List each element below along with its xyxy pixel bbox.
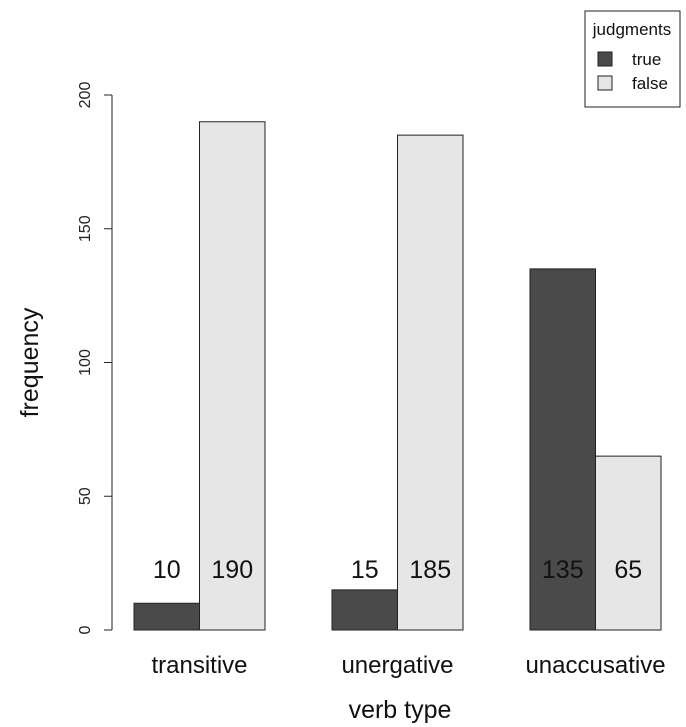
data-label-unaccusative-true: 135	[542, 556, 584, 584]
bars	[133, 121, 662, 631]
bar-transitive-false	[199, 121, 266, 631]
data-label-transitive-true: 10	[153, 556, 181, 584]
y-tick-label: 150	[77, 215, 94, 242]
legend: judgments true false	[584, 10, 681, 108]
y-tick-label: 0	[77, 625, 94, 634]
legend-swatch-true	[597, 51, 613, 67]
category-label-unaccusative: unaccusative	[525, 652, 665, 679]
bar-unergative-true	[331, 589, 398, 631]
data-label-transitive-false: 190	[211, 556, 253, 584]
legend-label-false: false	[632, 74, 668, 93]
y-tick-label: 200	[77, 82, 94, 109]
y-axis: 0 50 100 150 200	[77, 82, 113, 634]
legend-title: judgments	[592, 20, 671, 39]
y-tick-label: 100	[77, 349, 94, 376]
category-label-unergative: unergative	[341, 652, 453, 679]
y-axis-title: frequency	[16, 307, 44, 417]
y-tick-label: 50	[77, 487, 94, 505]
legend-items: true false	[597, 50, 668, 93]
x-axis-title: verb type	[349, 696, 452, 724]
legend-label-true: true	[632, 50, 661, 69]
bar-unaccusative-false	[595, 455, 662, 631]
data-label-unergative-false: 185	[409, 556, 451, 584]
bar-unaccusative-true	[529, 268, 596, 631]
bar-unergative-false	[397, 134, 464, 631]
legend-swatch-false	[597, 75, 613, 91]
category-labels: transitive unergative unaccusative	[151, 652, 665, 679]
data-label-unaccusative-false: 65	[614, 556, 642, 584]
bar-transitive-true	[133, 602, 200, 631]
data-label-unergative-true: 15	[351, 556, 379, 584]
category-label-transitive: transitive	[151, 652, 247, 679]
data-labels: 10 190 15 185 135 65	[153, 556, 642, 584]
